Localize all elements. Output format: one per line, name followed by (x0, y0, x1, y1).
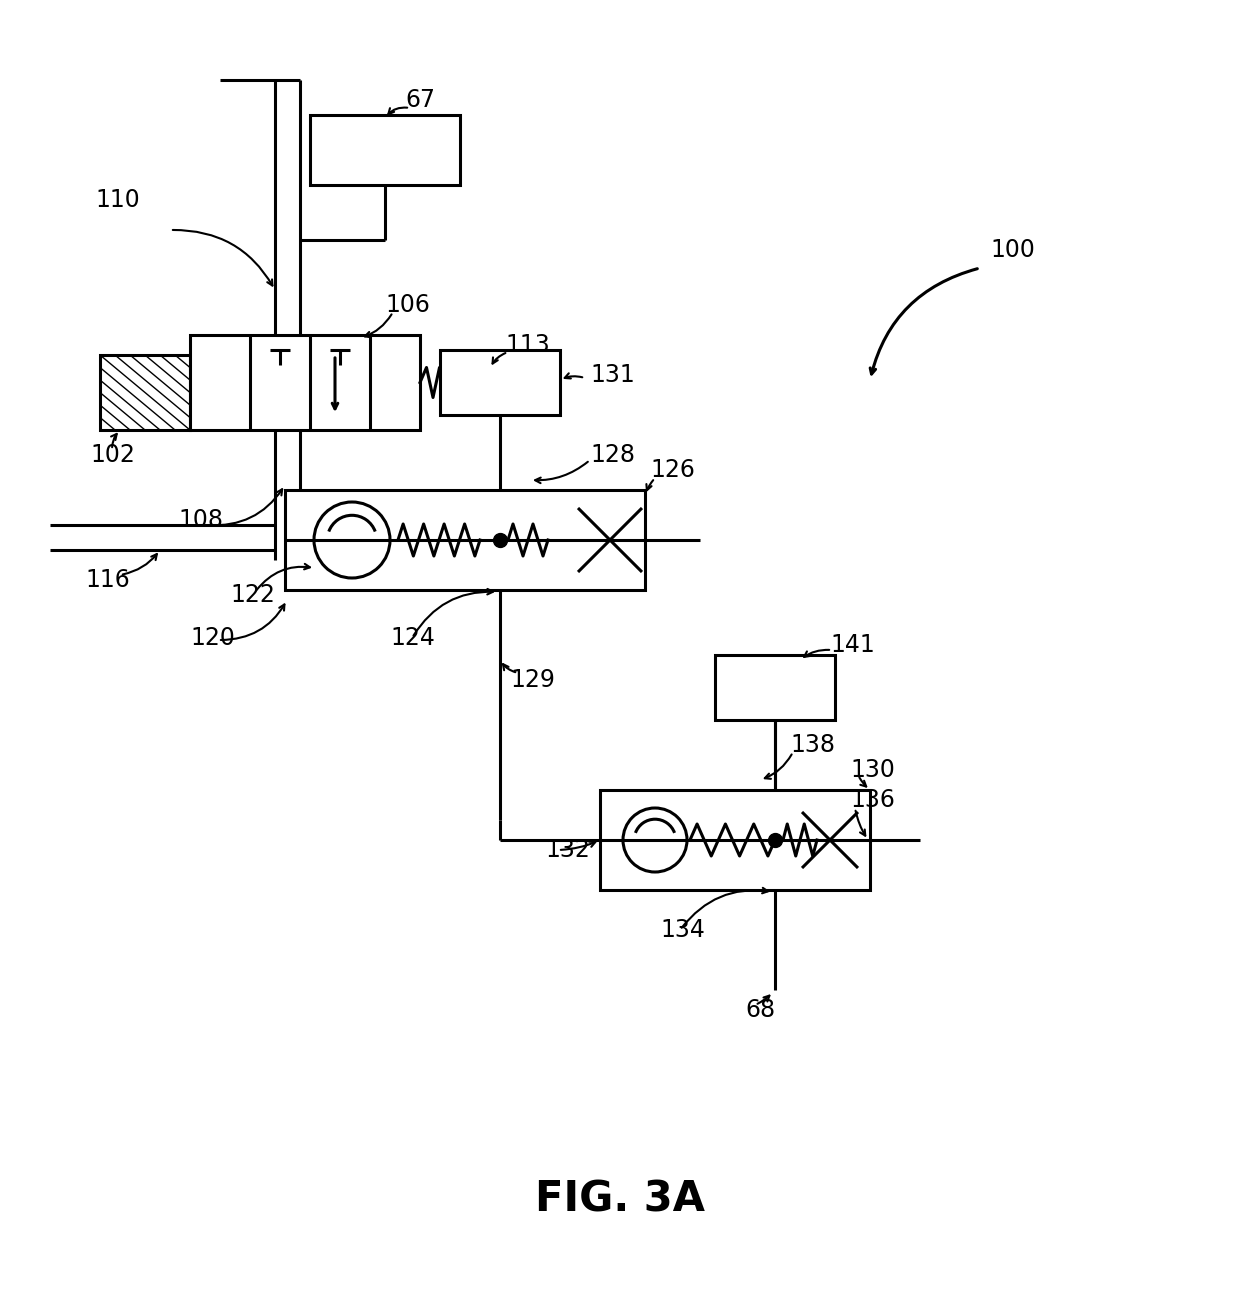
Bar (600, 790, 870, 890)
Text: 116: 116 (86, 568, 130, 592)
Text: 130: 130 (849, 759, 895, 782)
Text: 124: 124 (391, 626, 435, 650)
Text: 113: 113 (505, 333, 549, 357)
Text: 68: 68 (745, 998, 775, 1022)
Bar (310, 116, 460, 184)
Text: 67: 67 (405, 88, 435, 112)
Text: 126: 126 (650, 459, 694, 482)
Text: 131: 131 (590, 362, 635, 387)
Text: 122: 122 (229, 583, 275, 607)
Text: 110: 110 (95, 188, 140, 212)
Text: 108: 108 (179, 508, 223, 533)
Text: 138: 138 (790, 733, 835, 757)
Bar (440, 349, 560, 414)
Text: 100: 100 (990, 238, 1035, 262)
Text: 132: 132 (546, 838, 590, 863)
Bar (715, 655, 835, 720)
Text: FIG. 3A: FIG. 3A (534, 1179, 706, 1221)
Bar (190, 335, 420, 430)
Text: 141: 141 (830, 633, 874, 657)
Bar (100, 355, 190, 430)
Text: 128: 128 (590, 443, 635, 468)
Text: 129: 129 (510, 668, 554, 692)
Text: 106: 106 (384, 294, 430, 317)
Text: 120: 120 (190, 626, 234, 650)
Text: 134: 134 (660, 918, 704, 942)
Bar (285, 490, 645, 590)
Text: 102: 102 (91, 443, 135, 468)
Text: 136: 136 (849, 788, 895, 812)
